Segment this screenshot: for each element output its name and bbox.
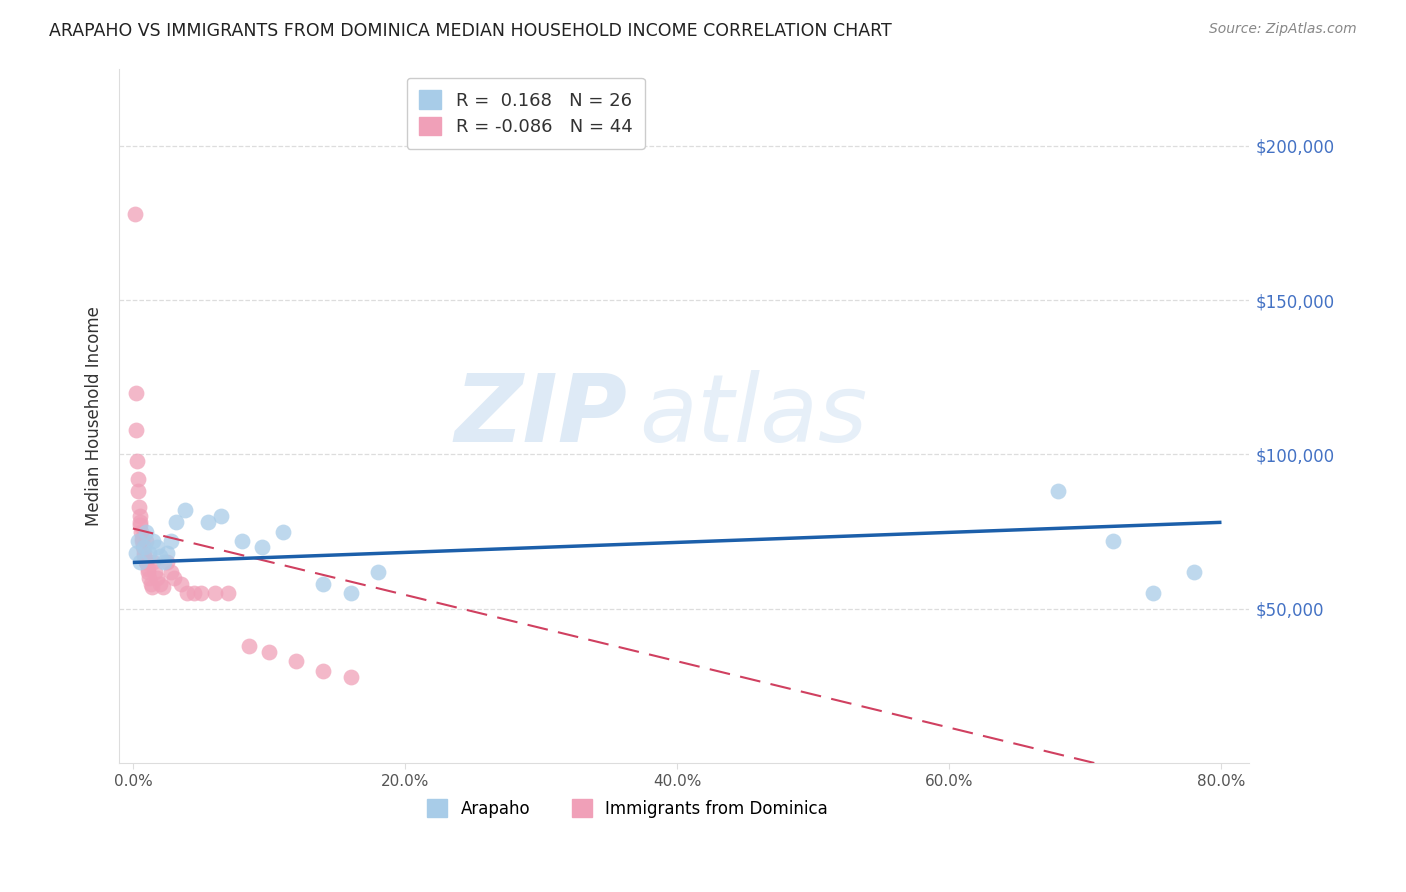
Point — [135, 524, 157, 539]
Point — [183, 586, 205, 600]
Text: Source: ZipAtlas.com: Source: ZipAtlas.com — [1209, 22, 1357, 37]
Point — [250, 540, 273, 554]
Point — [173, 503, 195, 517]
Point — [204, 586, 226, 600]
Point — [136, 565, 159, 579]
Point — [146, 571, 169, 585]
Point — [129, 524, 152, 539]
Point — [367, 565, 389, 579]
Point — [127, 484, 149, 499]
Point — [128, 500, 150, 514]
Point — [142, 533, 165, 548]
Point — [125, 453, 148, 467]
Point — [217, 586, 239, 600]
Point — [124, 206, 146, 220]
Point — [1101, 533, 1123, 548]
Point — [163, 571, 186, 585]
Point — [165, 516, 187, 530]
Point — [176, 586, 198, 600]
Point — [149, 549, 172, 564]
Point — [257, 645, 280, 659]
Point — [132, 540, 155, 554]
Point — [124, 385, 146, 400]
Text: ZIP: ZIP — [454, 370, 627, 462]
Point — [142, 556, 165, 570]
Point — [271, 524, 294, 539]
Point — [285, 654, 308, 668]
Point — [128, 516, 150, 530]
Point — [143, 565, 166, 579]
Point — [134, 549, 156, 564]
Point — [138, 571, 160, 585]
Point — [135, 556, 157, 570]
Legend: Arapaho, Immigrants from Dominica: Arapaho, Immigrants from Dominica — [420, 793, 835, 824]
Point — [132, 540, 155, 554]
Point — [156, 546, 179, 560]
Point — [135, 533, 157, 548]
Point — [129, 518, 152, 533]
Point — [160, 533, 183, 548]
Point — [138, 546, 160, 560]
Point — [146, 540, 169, 554]
Point — [149, 577, 172, 591]
Point — [339, 586, 361, 600]
Point — [238, 639, 260, 653]
Y-axis label: Median Household Income: Median Household Income — [86, 306, 103, 525]
Point — [1182, 565, 1205, 579]
Point — [139, 577, 162, 591]
Point — [125, 423, 148, 437]
Point — [131, 531, 153, 545]
Point — [190, 586, 212, 600]
Point — [339, 670, 361, 684]
Point — [128, 509, 150, 524]
Point — [124, 546, 146, 560]
Point — [169, 577, 191, 591]
Text: ARAPAHO VS IMMIGRANTS FROM DOMINICA MEDIAN HOUSEHOLD INCOME CORRELATION CHART: ARAPAHO VS IMMIGRANTS FROM DOMINICA MEDI… — [49, 22, 891, 40]
Point — [312, 577, 335, 591]
Point — [156, 556, 179, 570]
Point — [128, 556, 150, 570]
Point — [127, 472, 149, 486]
Point — [197, 516, 219, 530]
Point — [141, 580, 163, 594]
Point — [312, 664, 335, 678]
Point — [1047, 484, 1070, 499]
Point — [127, 533, 149, 548]
Point — [152, 580, 174, 594]
Point — [135, 556, 157, 570]
Point — [134, 552, 156, 566]
Point — [1142, 586, 1164, 600]
Point — [209, 509, 232, 524]
Point — [153, 556, 176, 570]
Text: atlas: atlas — [638, 370, 868, 461]
Point — [131, 533, 153, 548]
Point — [231, 533, 253, 548]
Point — [160, 565, 183, 579]
Point — [136, 561, 159, 575]
Point — [132, 546, 155, 560]
